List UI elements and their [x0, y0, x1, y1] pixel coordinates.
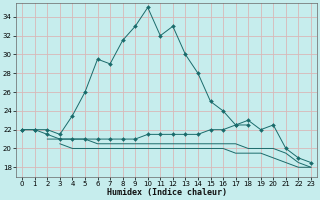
- X-axis label: Humidex (Indice chaleur): Humidex (Indice chaleur): [107, 188, 227, 197]
